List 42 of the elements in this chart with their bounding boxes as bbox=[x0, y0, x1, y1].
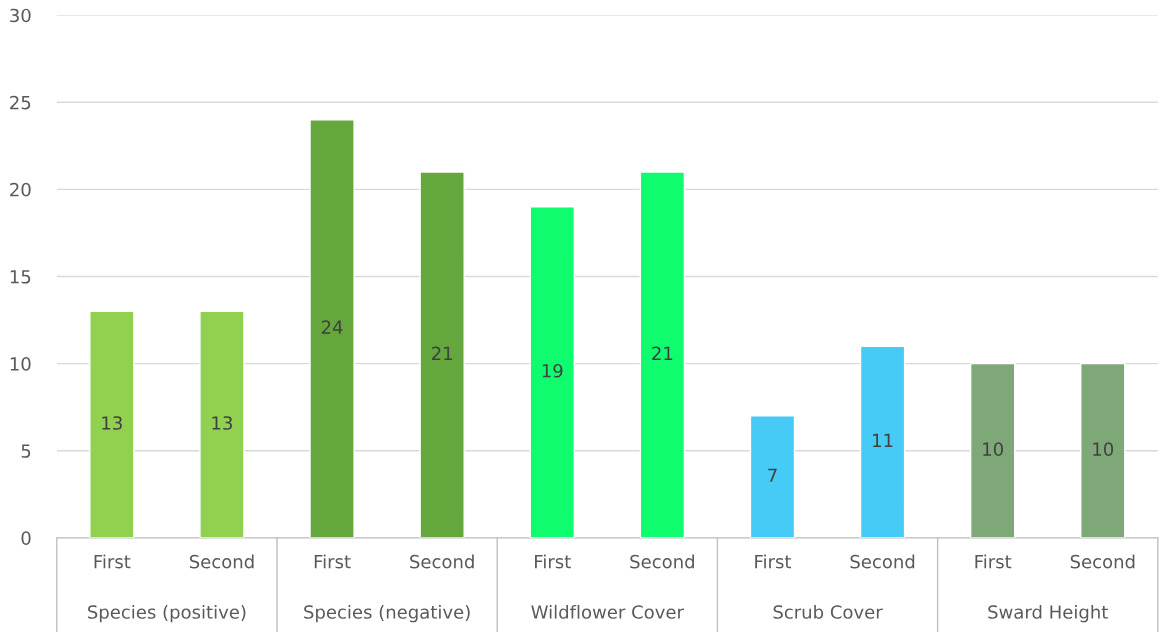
bar bbox=[749, 415, 796, 538]
y-tick-label: 15 bbox=[10, 270, 31, 284]
bar bbox=[199, 310, 245, 538]
bar bbox=[639, 171, 686, 538]
x-tick-label: Second bbox=[630, 554, 694, 569]
text: Sward Height bbox=[988, 604, 1108, 623]
x-tick-label: First bbox=[975, 554, 1012, 569]
x-tick-label: Second bbox=[189, 554, 254, 569]
data-label: 21 bbox=[652, 346, 673, 360]
bar bbox=[1080, 362, 1126, 538]
x-tick-label: First bbox=[94, 554, 131, 569]
data-label: 10 bbox=[1093, 442, 1114, 456]
text: Wildflower Cover bbox=[531, 604, 684, 619]
text: Scrub Cover bbox=[773, 604, 883, 619]
data-label: 24 bbox=[321, 320, 343, 334]
data-label: 7 bbox=[768, 468, 777, 482]
data-label: 10 bbox=[983, 442, 1003, 456]
bar bbox=[529, 206, 575, 538]
bar bbox=[859, 345, 906, 538]
y-tick-label: 0 bbox=[21, 531, 31, 545]
bar bbox=[969, 362, 1016, 538]
bar bbox=[309, 119, 355, 538]
x-tick-label: First bbox=[535, 554, 571, 569]
data-label: 11 bbox=[873, 433, 893, 447]
bar bbox=[89, 310, 135, 538]
y-tick-label: 10 bbox=[10, 357, 31, 371]
text: Species (positive) bbox=[88, 604, 246, 623]
x-tick-label: First bbox=[314, 554, 351, 569]
data-label: 13 bbox=[102, 416, 122, 430]
data-label: 21 bbox=[431, 346, 452, 360]
y-tick-label: 25 bbox=[10, 95, 31, 110]
x-tick-label: Second bbox=[410, 554, 474, 569]
y-tick-label: 30 bbox=[10, 8, 31, 23]
y-tick-label: 5 bbox=[21, 444, 31, 458]
x-tick-label: Second bbox=[1070, 554, 1135, 569]
bar bbox=[419, 171, 465, 538]
y-tick-label: 20 bbox=[10, 182, 31, 197]
text: Species (negative) bbox=[304, 604, 470, 623]
x-tick-label: First bbox=[755, 554, 792, 569]
data-label: 13 bbox=[212, 416, 232, 430]
data-label: 19 bbox=[542, 363, 563, 378]
x-tick-label: Second bbox=[850, 554, 915, 569]
